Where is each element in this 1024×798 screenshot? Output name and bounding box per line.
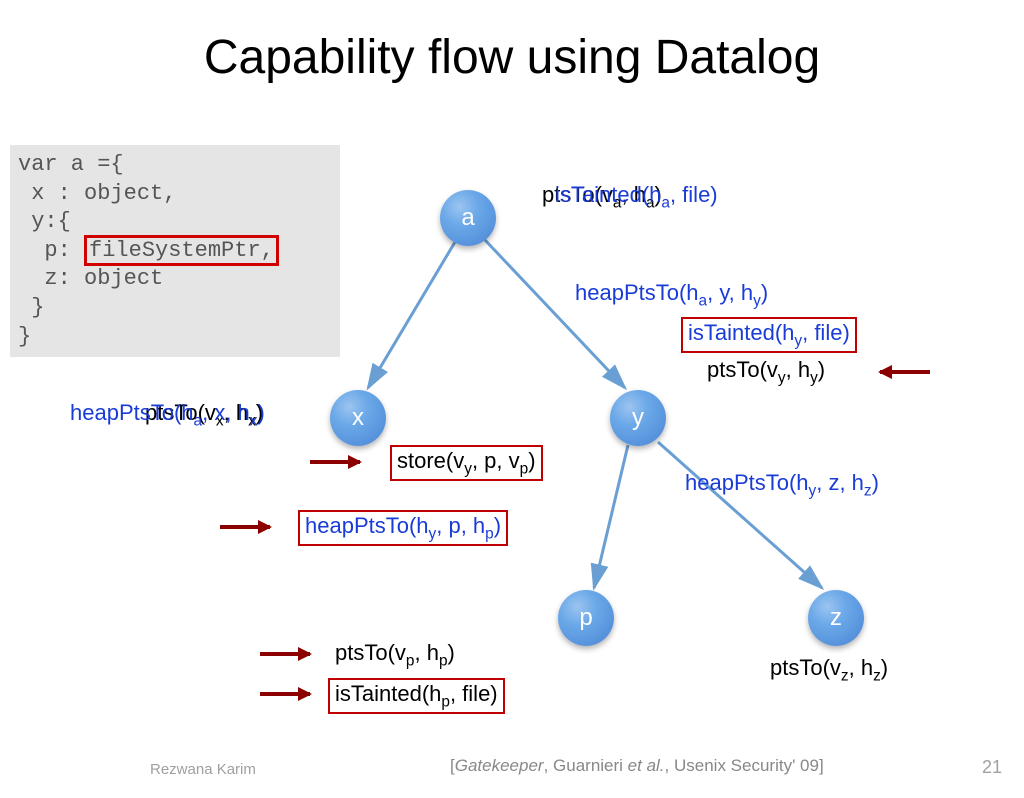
label-ptsto-y: ptsTo(vy, hy) [707, 357, 825, 387]
label-heappts-y: heapPtsTo(ha, y, hy) [575, 280, 768, 310]
label-heappts-z: heapPtsTo(hy, z, hz) [685, 470, 879, 500]
label-istainted-p: isTainted(hp, file) [328, 678, 505, 714]
code-line: z: object [18, 265, 332, 294]
label-heappts-p: heapPtsTo(hy, p, hp) [298, 510, 508, 546]
code-line: } [18, 294, 332, 323]
label-istainted-y: isTainted(hy, file) [681, 317, 857, 353]
red-arrow-hp [220, 525, 270, 529]
footer-author: Rezwana Karim [150, 761, 256, 778]
red-arrow-pp [260, 652, 310, 656]
red-arrow-store [310, 460, 360, 464]
node-a: a [440, 190, 496, 246]
citation: [Gatekeeper, Guarnieri et al., Usenix Se… [450, 756, 824, 776]
code-line: x : object, [18, 180, 332, 209]
node-x: x [330, 390, 386, 446]
label-ptsto-p: ptsTo(vp, hp) [335, 640, 455, 670]
label-istainted-a: isTainted(ha, file) [555, 182, 718, 212]
code-highlight-fileptr: fileSystemPtr, [84, 235, 279, 266]
code-line: var a ={ [18, 151, 332, 180]
node-z: z [808, 590, 864, 646]
label-store: store(vy, p, vp) [390, 445, 543, 481]
page-title: Capability flow using Datalog [0, 30, 1024, 85]
code-line: p: fileSystemPtr, [18, 237, 332, 266]
red-arrow-y [880, 370, 930, 374]
code-block: var a ={ x : object, y:{ p: fileSystemPt… [10, 145, 340, 357]
label-ptsto-z: ptsTo(vz, hz) [770, 655, 888, 685]
code-line: y:{ [18, 208, 332, 237]
label-heappts-x: heapPtsTo(ha, x, hx) [70, 400, 265, 430]
code-line: } [18, 323, 332, 352]
red-arrow-tp [260, 692, 310, 696]
node-y: y [610, 390, 666, 446]
node-p: p [558, 590, 614, 646]
